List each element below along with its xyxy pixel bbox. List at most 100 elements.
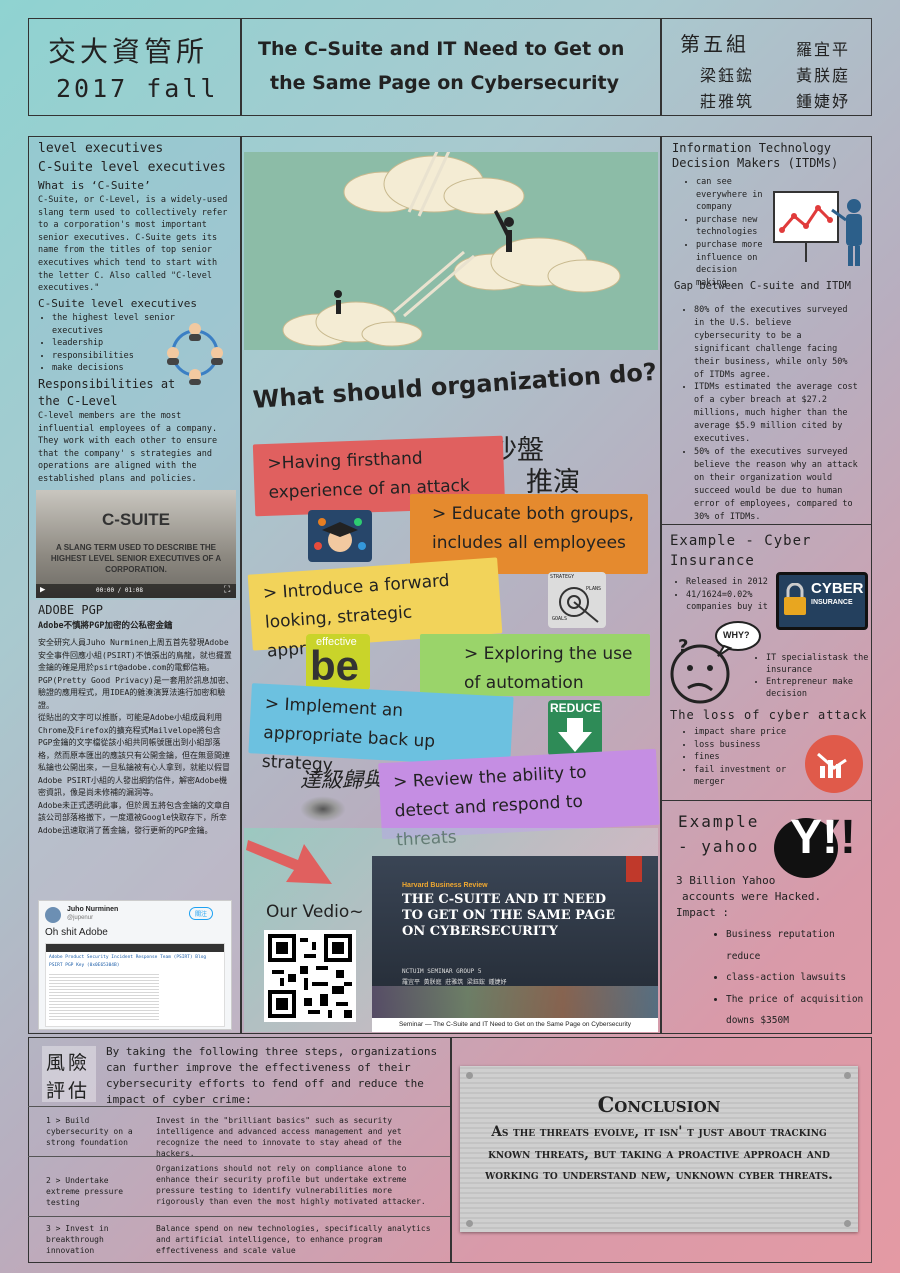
why-label: WHY?: [723, 630, 750, 640]
qr-code-icon[interactable]: [264, 930, 356, 1022]
resp-heading-1: Responsibilities at: [38, 377, 176, 391]
table-row: 3 > Invest in breakthrough innovation Ba…: [28, 1216, 450, 1257]
calligraphy-stroke: [300, 796, 346, 822]
tag-tuiyan: 推演: [526, 467, 580, 498]
gap-item: 50% of the executives surveyed believe t…: [694, 446, 860, 523]
cyber-logo-1: CYBER: [811, 580, 864, 597]
yahoo-logo-text: Y!: [790, 811, 838, 864]
why-item: IT specialistask the insurance: [766, 652, 870, 676]
insurance-heading-1: Example - Cyber: [670, 533, 812, 549]
avatar: [45, 907, 61, 923]
step-value: Organizations should not rely on complia…: [156, 1164, 426, 1206]
tweet-page-title: Adobe Product Security Incident Response…: [49, 955, 207, 960]
member-5: 鍾婕妤: [796, 92, 851, 111]
itdm-list: can see everywhere in company purchase n…: [682, 176, 768, 289]
slide: Harvard Business Review THE C-SUITE AND …: [372, 856, 658, 1018]
member-1: 羅宜平: [796, 40, 851, 59]
video-thumbnail[interactable]: Harvard Business Review THE C-SUITE AND …: [372, 856, 658, 1032]
center-column-box: [240, 136, 662, 1034]
left-label-2: C-Suite level executives: [38, 160, 226, 175]
right-divider-2: [660, 800, 872, 801]
yahoo-item: The price of acquisition downs $350M: [726, 989, 872, 1032]
video-player[interactable]: C-SUITE A SLANG TERM USED TO DESCRIBE TH…: [36, 490, 236, 598]
steps-table: 1 > Build cybersecurity on a strong foun…: [28, 1106, 450, 1256]
level-heading: C-Suite level executives: [38, 297, 197, 310]
member-3: 黃朕庭: [796, 66, 851, 85]
yahoo-impact: Impact :: [676, 906, 729, 919]
adobe-p2: PGP(Pretty Good Privacy)是一套用於訊息加密、驗證的應用程…: [38, 675, 234, 710]
plans-label: PLANS: [586, 586, 602, 592]
yahoo-item: Business reputation reduce: [726, 924, 872, 967]
insurance-item: 41/1624=0.02% companies buy it: [686, 589, 776, 614]
header-title-box: [240, 18, 662, 116]
adobe-paragraphs: 安全研究人員Juho Nurminen上周五首先發現Adobe安全事件回應小組(…: [38, 637, 234, 837]
right-divider-1: [660, 524, 872, 525]
itdm-heading: Information Technology Decision Makers (…: [672, 141, 839, 170]
what-heading: What is ‘C-Suite’: [38, 179, 151, 192]
adobe-p1: 安全研究人員Juho Nurminen上周五首先發現Adobe安全事件回應小組(…: [38, 638, 232, 672]
right-column-box: [660, 136, 872, 1034]
level-list: the highest level senior executives lead…: [38, 312, 178, 375]
slide-group: NCTUIM SEMINAR GROUP 5: [402, 968, 482, 975]
video-time: 00:00 / 01:08: [96, 587, 143, 594]
effective-label: effective: [316, 636, 357, 648]
title-line-2: the Same Page on Cybersecurity: [270, 72, 619, 94]
pin-icon: [844, 1220, 851, 1227]
group-name: 第五組: [680, 32, 749, 56]
reduce-label: REDUCE: [550, 701, 601, 715]
itdm-item: purchase more influence on decision maki…: [696, 239, 768, 289]
header-group-box: [660, 18, 872, 116]
level-item: responsibilities: [52, 350, 178, 363]
play-icon[interactable]: ▶: [40, 585, 46, 595]
fullscreen-icon[interactable]: ⛶: [224, 585, 231, 595]
tweet-handle: @jupenur: [67, 915, 94, 921]
step-value: Balance spend on new technologies, speci…: [156, 1224, 431, 1255]
gap-item: 80% of the executives surveyed in the U.…: [694, 304, 860, 381]
svg-text:?: ?: [678, 636, 688, 657]
bottom-intro: By taking the following three steps, org…: [106, 1045, 438, 1106]
bottom-right-box: [450, 1037, 872, 1263]
yahoo-text-1: 3 Billion Yahoo: [676, 874, 776, 887]
adobe-heading: ADOBE PGP: [38, 603, 104, 617]
chart-down-icon: [805, 735, 863, 793]
slide-source: Harvard Business Review: [402, 882, 488, 889]
pin-icon: [466, 1220, 473, 1227]
tweet-screenshot: Adobe Product Security Incident Response…: [45, 943, 225, 1027]
follow-button[interactable]: 關注: [189, 907, 214, 920]
clouds-scene: [244, 152, 658, 350]
step-key: 3 > Invest in breakthrough innovation: [46, 1224, 109, 1255]
slide-names: 羅宜平 黃朕庭 莊雅筑 梁鈺鋐 鍾婕妤: [402, 979, 507, 986]
slide-title: THE C-SUITE AND IT NEED TO GET ON THE SA…: [402, 892, 616, 939]
tweet-card: Juho Nurminen @jupenur 關注 Oh shit Adobe …: [38, 900, 232, 1030]
cyber-logo-2: INSURANCE: [811, 599, 853, 606]
slide-caption: Seminar — The C-Suite and IT Need to Get…: [398, 1021, 632, 1028]
step-note-6: > Review the ability to detect and respo…: [378, 748, 660, 850]
table-row: 1 > Build cybersecurity on a strong foun…: [28, 1106, 450, 1158]
conclusion-text: As the threats evolve, it isn' t just ab…: [485, 1124, 833, 1183]
why-list: IT specialistask the insurance Entrepren…: [752, 652, 870, 700]
presentation-icon: [773, 191, 862, 266]
our-video-label: Our Vedio~: [266, 902, 364, 922]
resp-heading-2: the C-Level: [38, 394, 118, 408]
school-name: 交大資管所: [48, 35, 209, 68]
yahoo-logo: [774, 818, 838, 878]
adobe-p3: 從貼出的文字可以推斷，可能是Adobe小組成員利用Chrome及Firefox的…: [38, 713, 230, 797]
itdm-item: purchase new technologies: [696, 214, 768, 239]
yahoo-item: class-action lawsuits: [726, 967, 872, 989]
adobe-subheading: Adobe不慎將PGP加密的公私密金鑰: [38, 621, 173, 631]
pin-icon: [844, 1072, 851, 1079]
cyber-insurance-logo: CYBER INSURANCE: [776, 572, 868, 630]
gap-list: 80% of the executives surveyed in the U.…: [680, 304, 860, 523]
be-effective-icon: effective be: [306, 634, 370, 690]
risk-badge-2: 評估: [46, 1080, 91, 1102]
be-label: be: [310, 642, 360, 689]
tweet-user: Juho Nurminen: [67, 906, 119, 913]
what-text: C-Suite, or C-Level, is a widely-used sl…: [38, 195, 228, 294]
step-key: 1 > Build cybersecurity on a strong foun…: [46, 1116, 133, 1147]
risk-badge: [42, 1046, 96, 1102]
insurance-heading-2: Insurance: [670, 553, 755, 569]
graduate-icon: [308, 510, 372, 562]
loss-item: fail investment or merger: [694, 764, 800, 789]
pin-icon: [466, 1072, 473, 1079]
header-school-box: [28, 18, 242, 116]
